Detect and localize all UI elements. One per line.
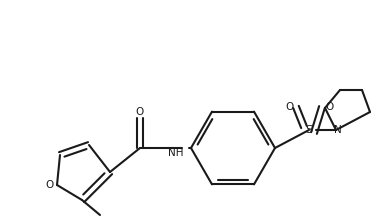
Text: N: N (334, 125, 342, 135)
Text: S: S (305, 125, 313, 135)
Text: O: O (285, 102, 293, 112)
Text: O: O (325, 102, 333, 112)
Text: O: O (136, 107, 144, 117)
Text: O: O (46, 180, 54, 190)
Text: NH: NH (168, 148, 184, 158)
